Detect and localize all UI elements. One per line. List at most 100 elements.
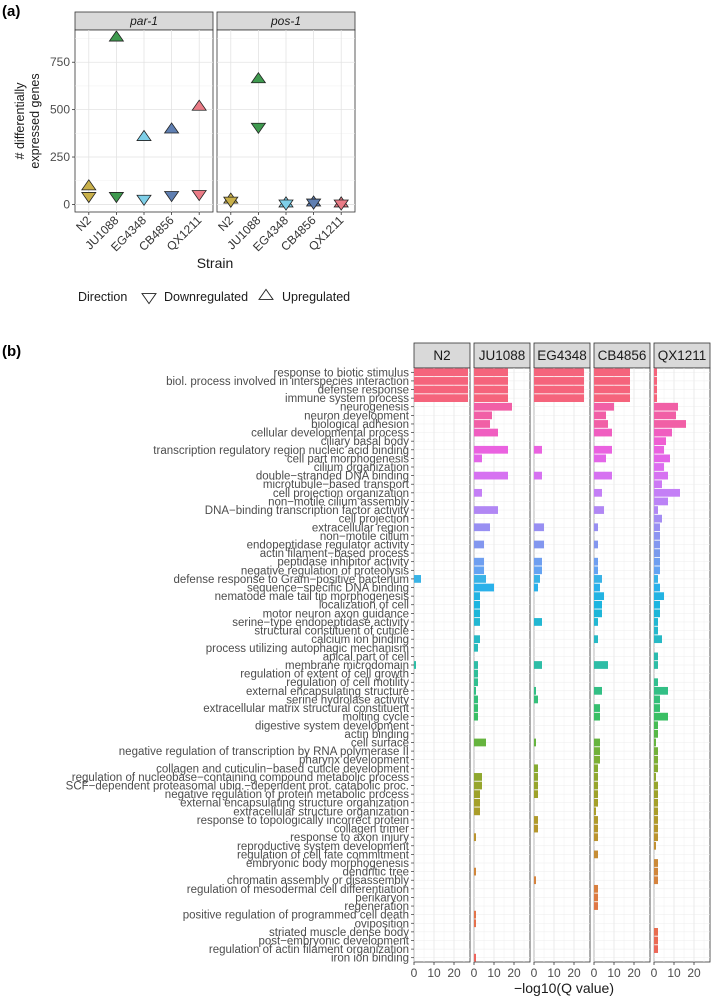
bar	[594, 635, 598, 644]
bar	[654, 927, 658, 936]
category-label: process utilizing autophagic mechanism	[206, 643, 409, 655]
bar	[654, 945, 658, 953]
legend-downregulated-label: Downregulated	[164, 290, 248, 304]
bar	[654, 454, 670, 463]
bar	[474, 523, 490, 532]
bar	[594, 738, 600, 747]
category-label: digestive system development	[255, 720, 410, 732]
category-label: nematode male tail tip morphogenesis	[215, 591, 410, 603]
category-label: actin binding	[344, 729, 409, 741]
bar	[534, 377, 584, 385]
category-label: cell projection	[339, 514, 409, 526]
bar	[534, 540, 544, 549]
facet-strip	[653, 342, 711, 369]
category-label: negative regulation of transcription by …	[119, 746, 409, 758]
bar	[594, 368, 630, 377]
bar	[534, 661, 542, 669]
bar	[534, 575, 540, 583]
bar	[474, 643, 478, 652]
x-tick-label: 0	[591, 966, 598, 980]
bar	[534, 816, 538, 824]
bar	[474, 953, 476, 962]
bar	[534, 394, 584, 403]
category-label: calcium ion binding	[311, 634, 409, 646]
x-tick-label: 0	[531, 966, 538, 980]
bar	[654, 488, 680, 497]
category-label: regulation of extent of cell growth	[240, 669, 409, 681]
x-axis-label: Strain	[197, 255, 234, 271]
x-tick-label: 10	[607, 966, 621, 980]
bar	[654, 635, 662, 644]
category-label: transcription regulatory region nucleic …	[153, 445, 409, 457]
point-downregulated	[250, 122, 267, 135]
bar	[594, 445, 612, 454]
bar	[654, 712, 668, 721]
point-downregulated	[108, 192, 125, 204]
bar	[654, 773, 656, 781]
bar	[654, 704, 660, 712]
bar	[654, 626, 658, 635]
bar	[654, 661, 658, 669]
bar	[474, 411, 492, 420]
bar	[474, 910, 476, 919]
category-label: cellular developmental process	[251, 428, 409, 440]
facet-label: JU1088	[479, 348, 526, 363]
point-upregulated	[163, 122, 180, 134]
bar	[594, 850, 598, 859]
bar	[594, 566, 598, 575]
bar	[654, 695, 660, 704]
bar	[654, 876, 658, 885]
legend-title: Direction	[78, 290, 127, 304]
bar	[414, 575, 421, 583]
bar	[534, 686, 536, 695]
panel-a-label: (a)	[2, 3, 20, 20]
x-tick-label: N2	[73, 213, 94, 234]
bar	[654, 678, 658, 687]
bar	[474, 635, 480, 644]
bar	[594, 884, 598, 893]
category-label: non−motile cilium assembly	[268, 496, 409, 508]
bar	[594, 592, 604, 601]
category-label: ciliary basal body	[321, 436, 409, 448]
bar	[474, 592, 480, 601]
category-label: extracellular matrix structural constitu…	[203, 703, 410, 715]
bar	[594, 609, 602, 618]
bar	[594, 540, 598, 549]
bar	[594, 428, 612, 437]
bar	[654, 514, 662, 523]
category-label: negative regulation of proteolysis	[241, 565, 409, 577]
bar	[534, 695, 538, 704]
category-label: external encapsulating structure organiz…	[180, 798, 409, 810]
bar	[474, 833, 476, 842]
bar	[654, 463, 664, 471]
bar	[594, 488, 602, 497]
category-label: embryonic body morphogenesis	[246, 858, 409, 870]
bar	[654, 583, 660, 592]
category-label: molting cycle	[343, 712, 409, 724]
category-label: non−motile cilium	[320, 531, 409, 543]
bar	[654, 841, 656, 850]
x-tick-label: 20	[447, 966, 461, 980]
bar	[474, 790, 480, 799]
bar	[474, 575, 486, 583]
bar	[594, 755, 600, 764]
bar	[534, 557, 542, 566]
bar	[654, 833, 658, 842]
category-label: defense response	[318, 385, 409, 397]
category-label: DNA−binding transcription factor activit…	[205, 505, 409, 517]
point-downregulated	[223, 196, 239, 208]
bar	[594, 471, 612, 480]
bar	[594, 764, 598, 773]
point-upregulated	[191, 99, 207, 111]
bar	[594, 686, 602, 695]
bar	[534, 445, 542, 454]
bar	[594, 575, 602, 583]
bar	[474, 540, 484, 549]
bar	[534, 471, 542, 480]
x-tick-label: 10	[547, 966, 561, 980]
bar	[474, 454, 482, 463]
bar	[534, 523, 544, 532]
y-axis-label-line-1: # differentially	[13, 82, 27, 160]
bar	[594, 600, 602, 609]
bar	[594, 824, 598, 833]
